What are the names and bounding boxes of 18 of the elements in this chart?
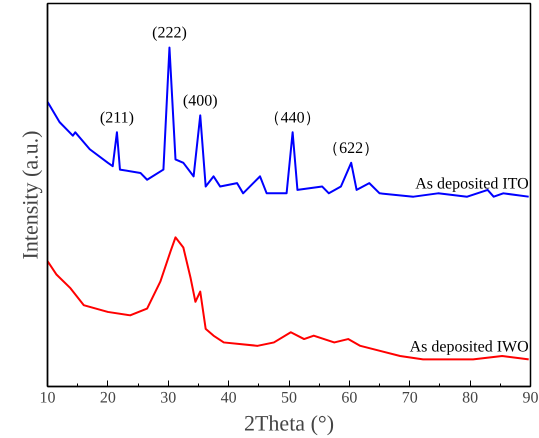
x-tick-label: 10 — [40, 390, 56, 406]
x-axis-title: 2Theta (°) — [244, 410, 334, 436]
x-tick-label: 60 — [341, 390, 358, 406]
x-tick-label: 30 — [160, 390, 176, 406]
annotation: (400) — [182, 92, 218, 110]
y-axis-title: Intensity (a.u.) — [18, 130, 42, 260]
x-tick-label: 20 — [100, 390, 116, 406]
x-tick-label: 50 — [281, 390, 297, 406]
series-label: As deposited ITO — [415, 176, 529, 193]
annotation: （622） — [323, 140, 380, 157]
annotation: (222) — [152, 24, 187, 42]
x-tick-label: 70 — [402, 390, 418, 406]
annotation: （440） — [264, 109, 321, 126]
x-tick-label: 90 — [522, 390, 538, 406]
x-tick-label: 80 — [462, 390, 478, 406]
x-tick-label: 40 — [220, 390, 237, 406]
series-label: As deposited IWO — [410, 338, 529, 356]
annotation: (211) — [100, 109, 134, 126]
